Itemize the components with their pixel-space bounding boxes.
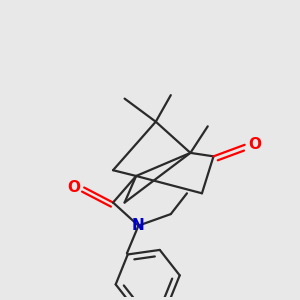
Text: O: O <box>68 180 81 195</box>
Text: N: N <box>132 218 145 233</box>
Text: O: O <box>248 137 261 152</box>
